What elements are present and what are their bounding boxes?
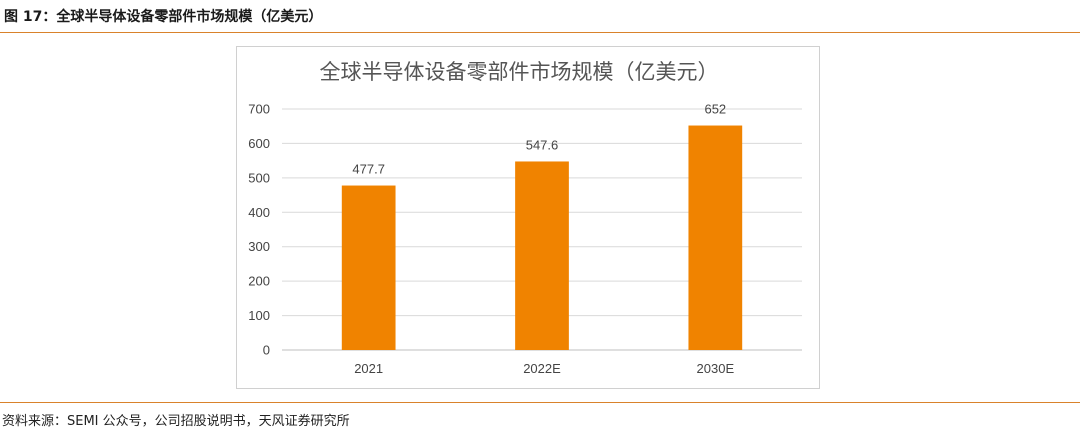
x-category-label: 2021 [354, 361, 383, 376]
data-label: 652 [704, 102, 726, 117]
chart-container: 全球半导体设备零部件市场规模（亿美元） 0 100 200 300 400 500 600 7… [236, 46, 820, 389]
data-label: 547.6 [526, 137, 559, 152]
bar-2021 [341, 185, 396, 350]
data-label: 477.7 [352, 162, 385, 177]
bar-2022e [515, 161, 569, 350]
y-tick-label: 200 [248, 274, 270, 289]
source-note: 资料来源：SEMI 公众号，公司招股说明书，天风证券研究所 [2, 414, 350, 429]
chart-title: 全球半导体设备零部件市场规模（亿美元） [320, 60, 719, 84]
top-divider [0, 32, 1080, 33]
x-category-label: 2022E [523, 361, 561, 376]
x-axis-categories: 2021 2022E 2030E [354, 361, 734, 376]
y-tick-label: 600 [248, 136, 270, 151]
bar-chart: 全球半导体设备零部件市场规模（亿美元） 0 100 200 300 400 500 600 7… [248, 60, 802, 376]
y-tick-label: 700 [248, 102, 270, 117]
y-axis-ticks: 0 100 200 300 400 500 600 700 [248, 102, 270, 358]
y-tick-label: 0 [263, 343, 270, 358]
bars [341, 125, 743, 350]
y-tick-label: 100 [248, 308, 270, 323]
y-tick-label: 400 [248, 205, 270, 220]
figure-title: 图 17：全球半导体设备零部件市场规模（亿美元） [4, 9, 323, 25]
bar-2030e [688, 125, 743, 350]
data-labels: 477.7 547.6 652 [352, 102, 726, 177]
y-tick-label: 300 [248, 239, 270, 254]
y-tick-label: 500 [248, 170, 270, 185]
bottom-divider [0, 402, 1080, 403]
x-category-label: 2030E [697, 361, 735, 376]
